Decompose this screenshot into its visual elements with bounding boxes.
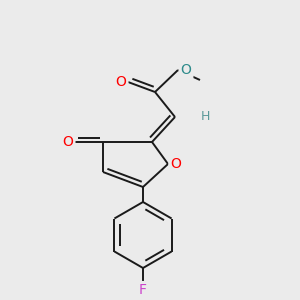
Text: F: F xyxy=(139,283,147,297)
Text: H: H xyxy=(200,110,210,124)
Text: O: O xyxy=(63,135,74,149)
Text: O: O xyxy=(116,75,126,89)
Text: O: O xyxy=(171,157,182,171)
Text: O: O xyxy=(181,63,191,77)
